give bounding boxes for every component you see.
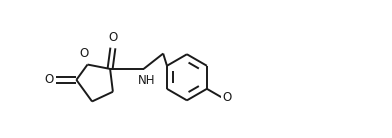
Text: NH: NH xyxy=(138,74,155,87)
Text: O: O xyxy=(108,31,118,44)
Text: O: O xyxy=(222,91,231,104)
Text: O: O xyxy=(45,73,54,86)
Text: O: O xyxy=(80,47,89,60)
